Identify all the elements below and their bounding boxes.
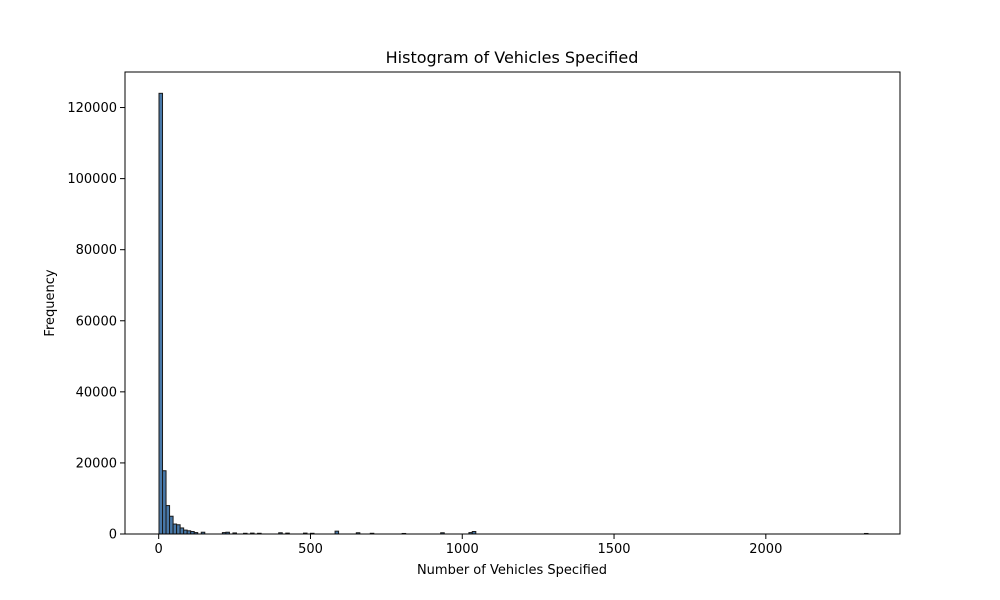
y-tick-label: 80000 bbox=[76, 243, 117, 258]
histogram-bar bbox=[179, 527, 185, 535]
x-axis-label: Number of Vehicles Specified bbox=[417, 563, 607, 578]
x-tick-label: 500 bbox=[298, 542, 323, 557]
histogram-bar bbox=[172, 523, 178, 535]
chart-title: Histogram of Vehicles Specified bbox=[386, 48, 639, 67]
histogram-bar bbox=[176, 524, 181, 535]
y-tick-label: 40000 bbox=[76, 385, 117, 400]
y-axis-label: Frequency bbox=[43, 269, 58, 336]
y-tick-label: 20000 bbox=[76, 456, 117, 471]
x-axis-ticks: 0 500 1000 1500 2000 bbox=[155, 534, 782, 557]
x-tick-label: 1000 bbox=[446, 542, 479, 557]
histogram-bar bbox=[169, 515, 174, 535]
histogram-bar bbox=[158, 92, 164, 535]
y-tick-label: 60000 bbox=[76, 314, 117, 329]
histogram-bar bbox=[183, 529, 188, 535]
bars-group bbox=[158, 92, 869, 535]
histogram-bar bbox=[165, 505, 171, 535]
histogram-bar bbox=[162, 470, 167, 535]
plot-frame bbox=[124, 71, 901, 535]
x-tick-label: 2000 bbox=[749, 542, 782, 557]
y-tick-label: 0 bbox=[109, 528, 117, 543]
y-tick-label: 100000 bbox=[67, 172, 117, 187]
x-tick-label: 0 bbox=[155, 542, 163, 557]
y-tick-label: 120000 bbox=[67, 101, 117, 116]
y-axis-ticks: 0 20000 40000 60000 80000 100000 120000 bbox=[67, 101, 125, 543]
x-tick-label: 1500 bbox=[597, 542, 630, 557]
